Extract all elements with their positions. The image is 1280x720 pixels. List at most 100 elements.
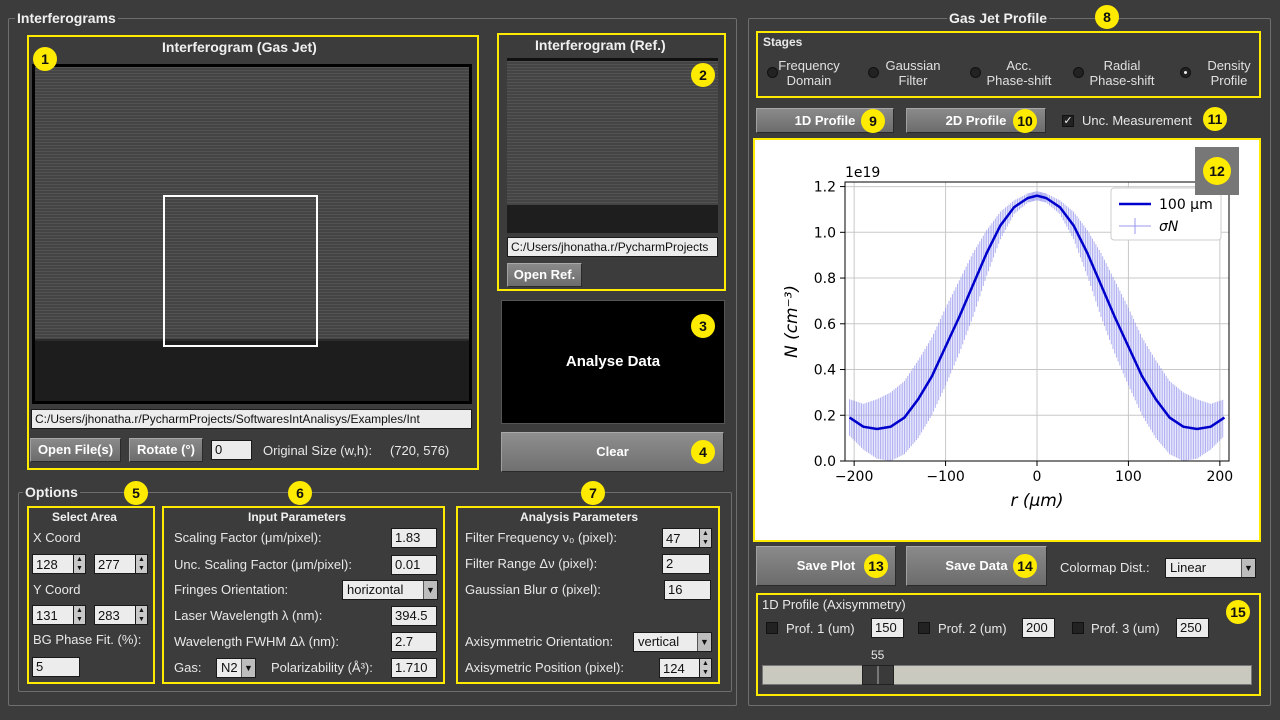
- profile-slider-value: 55: [870, 648, 885, 662]
- filter-freq-spinbox[interactable]: 47 ▲ ▼: [662, 528, 712, 548]
- original-size-value: (720, 576): [390, 443, 450, 458]
- options-title: Options: [23, 484, 80, 500]
- stage-label-5: Density Profile: [1188, 58, 1270, 88]
- save-data-button[interactable]: Save Data: [906, 546, 1047, 586]
- spin-arrows-icon[interactable]: ▲ ▼: [136, 554, 148, 574]
- gasjet-image[interactable]: [32, 64, 472, 404]
- spin-arrows-icon[interactable]: ▲ ▼: [136, 605, 148, 625]
- x-tick-label: −100: [926, 469, 964, 485]
- stage-label-line1: Frequency: [778, 58, 840, 73]
- open-ref-button[interactable]: Open Ref.: [507, 263, 582, 287]
- bg-phase-label: BG Phase Fit. (%):: [33, 632, 142, 647]
- profile-slider-track[interactable]: [762, 665, 1252, 685]
- spin-arrows-icon[interactable]: ▲ ▼: [74, 554, 86, 574]
- selection-rectangle[interactable]: [163, 195, 318, 347]
- stages-title: Stages: [763, 35, 803, 49]
- fwhm-field[interactable]: 2.7: [391, 632, 437, 652]
- axisym-panel: [756, 593, 1261, 696]
- y2-spinbox[interactable]: 283 ▲ ▼: [94, 605, 148, 625]
- x-tick-label: −200: [835, 469, 873, 485]
- rotate-field[interactable]: 0: [211, 440, 252, 460]
- y1-value: 131: [32, 605, 74, 625]
- fringes-select[interactable]: horizontal ▼: [342, 580, 438, 600]
- open-files-button[interactable]: Open File(s): [30, 438, 121, 462]
- gasjet-title: Interferogram (Gas Jet): [160, 39, 319, 55]
- stage-radio-3[interactable]: [970, 67, 981, 78]
- gas-select[interactable]: N2 ▼: [216, 658, 256, 678]
- analyse-data-button[interactable]: Analyse Data: [501, 300, 725, 424]
- stage-radio-5[interactable]: [1180, 67, 1191, 78]
- scaling-label: Scaling Factor (μm/pixel):: [174, 530, 322, 545]
- select-area-title: Select Area: [50, 510, 119, 524]
- unc-measurement-label: Unc. Measurement: [1082, 113, 1192, 128]
- prof3-checkbox[interactable]: [1072, 622, 1084, 634]
- prof3-field[interactable]: 250: [1176, 618, 1209, 638]
- y-tick-label: 1.2: [814, 180, 836, 196]
- stage-label-line1: Acc.: [1006, 58, 1032, 73]
- input-params-panel: [162, 506, 445, 684]
- annotation-badge-14: 14: [1013, 554, 1037, 578]
- y-tick-label: 0.4: [814, 363, 836, 379]
- x-axis-label: r (μm): [1010, 491, 1063, 511]
- ref-path-field[interactable]: C:/Users/jhonatha.r/PycharmProjects: [507, 237, 718, 257]
- stage-label-line2: Phase-shift: [986, 73, 1052, 88]
- annotation-badge-2: 2: [691, 63, 715, 87]
- select-area-panel: [27, 506, 155, 684]
- ref-shadow: [507, 205, 718, 233]
- legend-box: [1110, 187, 1222, 241]
- annotation-badge-11: 11: [1203, 107, 1227, 131]
- laser-field[interactable]: 394.5: [391, 606, 437, 626]
- annotation-badge-10: 10: [1013, 109, 1037, 133]
- axis-orientation-select[interactable]: vertical ▼: [633, 632, 712, 652]
- axis-position-value: 124: [659, 658, 700, 678]
- prof2-checkbox[interactable]: [918, 622, 930, 634]
- legend-label-2: σN: [1159, 219, 1179, 235]
- annotation-badge-1: 1: [33, 47, 57, 71]
- filter-freq-label: Filter Frequency ν₀ (pixel):: [465, 530, 618, 545]
- chevron-down-icon: ▼: [697, 633, 711, 651]
- x-coord-label: X Coord: [33, 530, 81, 545]
- y-tick-label: 0.2: [814, 408, 836, 424]
- stage-radio-2[interactable]: [868, 67, 879, 78]
- unc-scaling-field[interactable]: 0.01: [391, 555, 437, 575]
- x1-value: 128: [32, 554, 74, 574]
- prof2-label: Prof. 2 (um): [938, 621, 1007, 636]
- filter-range-field[interactable]: 2: [662, 554, 710, 574]
- clear-button[interactable]: Clear: [501, 432, 724, 472]
- colormap-value: Linear: [1170, 560, 1207, 575]
- stage-label-line2: Phase-shift: [1089, 73, 1155, 88]
- options-group: Options: [18, 484, 732, 692]
- scaling-field[interactable]: 1.83: [391, 528, 437, 548]
- spin-arrows-icon[interactable]: ▲ ▼: [700, 658, 712, 678]
- annotation-badge-3: 3: [691, 314, 715, 338]
- x2-spinbox[interactable]: 277 ▲ ▼: [94, 554, 148, 574]
- stage-radio-1[interactable]: [767, 67, 778, 78]
- gaussian-blur-field[interactable]: 16: [664, 580, 711, 600]
- unc-measurement-checkbox[interactable]: ✓: [1062, 115, 1074, 127]
- axisym-title: 1D Profile (Axisymmetry): [762, 597, 906, 612]
- stage-radio-4[interactable]: [1073, 67, 1084, 78]
- bg-phase-field[interactable]: 5: [32, 657, 80, 677]
- prof1-checkbox[interactable]: [766, 622, 778, 634]
- polarizability-field[interactable]: 1.710: [391, 658, 437, 678]
- chevron-down-icon: ▼: [1241, 559, 1255, 577]
- colormap-select[interactable]: Linear ▼: [1165, 558, 1256, 578]
- spin-arrows-icon[interactable]: ▲ ▼: [74, 605, 86, 625]
- axis-position-spinbox[interactable]: 124 ▲ ▼: [659, 658, 712, 678]
- legend-label-1: 100 μm: [1159, 197, 1213, 213]
- chevron-down-icon: ▼: [423, 581, 437, 599]
- stage-label-1: Frequency Domain: [768, 58, 850, 88]
- y-coord-label: Y Coord: [33, 582, 81, 597]
- y1-spinbox[interactable]: 131 ▲ ▼: [32, 605, 86, 625]
- gasjet-profile-group: Gas Jet Profile: [748, 10, 1271, 706]
- x1-spinbox[interactable]: 128 ▲ ▼: [32, 554, 86, 574]
- prof2-field[interactable]: 200: [1022, 618, 1055, 638]
- fwhm-label: Wavelength FWHM Δλ (nm):: [174, 634, 339, 649]
- profile-slider-handle[interactable]: [861, 665, 894, 685]
- gasjet-path-field[interactable]: C:/Users/jhonatha.r/PycharmProjects/Soft…: [31, 409, 472, 429]
- rotate-button[interactable]: Rotate (°): [129, 438, 203, 462]
- gasjet-panel: [27, 35, 479, 470]
- annotation-badge-9: 9: [861, 109, 885, 133]
- prof1-field[interactable]: 150: [871, 618, 904, 638]
- spin-arrows-icon[interactable]: ▲ ▼: [700, 528, 712, 548]
